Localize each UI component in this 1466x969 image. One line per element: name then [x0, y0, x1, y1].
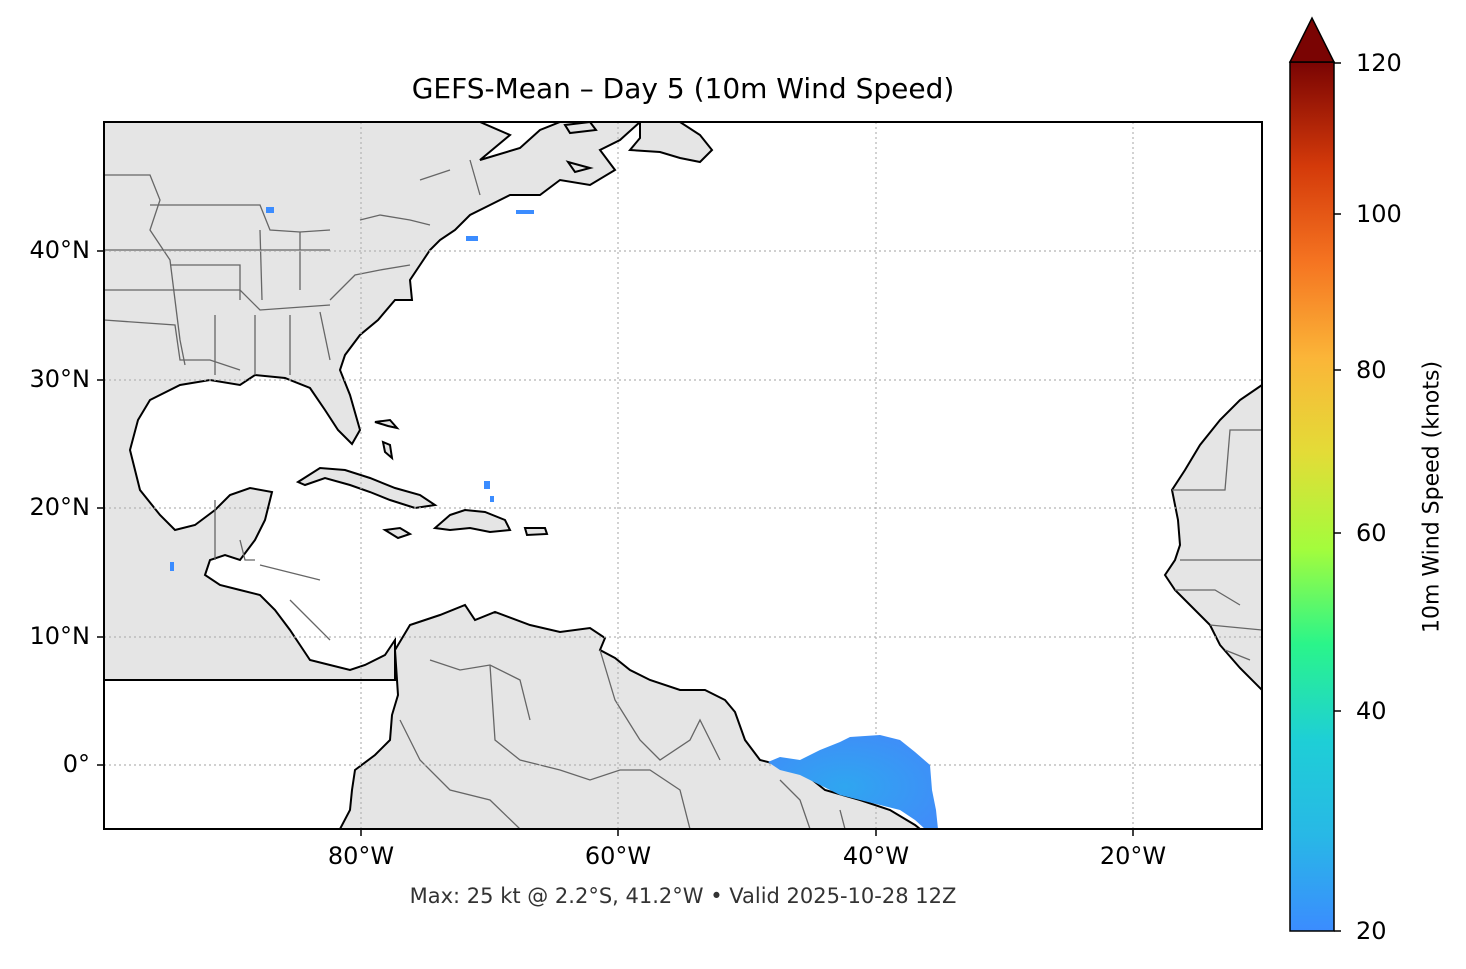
colorbar-tick-label: 100: [1356, 200, 1402, 228]
wind-speck-lake-michigan: [266, 207, 274, 213]
colorbar-gradient: [1289, 61, 1335, 932]
colorbar-tick-label: 120: [1356, 49, 1402, 77]
hispaniola-island: [432, 508, 512, 534]
lon-tick-label: 20°W: [1099, 842, 1167, 870]
jamaica-island: [382, 526, 413, 540]
lon-tick-label: 80°W: [327, 842, 395, 870]
max-wind-footer: Max: 25 kt @ 2.2°S, 41.2°W • Valid 2025-…: [409, 884, 957, 908]
newfoundland-island: [627, 122, 714, 164]
wind-speck-gulf-of-maine: [516, 210, 534, 214]
colorbar-extend-arrow: [1288, 16, 1336, 63]
colorbar-tick-label: 60: [1356, 519, 1387, 547]
colorbar-tick-label: 80: [1356, 356, 1387, 384]
wind-speck-long-island: [466, 236, 478, 241]
wind-speck-caribbean: [484, 481, 490, 489]
gridlines: [104, 122, 1262, 829]
lat-tick-label: 0°: [62, 750, 90, 778]
lon-tick-label: 40°W: [842, 842, 910, 870]
colorbar-tick-label: 40: [1356, 697, 1387, 725]
axis-tick-marks: [97, 250, 1134, 836]
wind-speck-pacific: [170, 562, 174, 571]
lat-tick-label: 30°N: [29, 365, 91, 393]
colorbar-label: 10m Wind Speed (knots): [1419, 360, 1445, 634]
lat-tick-label: 20°N: [29, 493, 91, 521]
lat-tick-label: 40°N: [29, 236, 91, 264]
colorbar-tick-label: 20: [1356, 917, 1387, 945]
chart-title: GEFS-Mean – Day 5 (10m Wind Speed): [411, 72, 955, 105]
lon-tick-label: 60°W: [584, 842, 652, 870]
map-frame: [103, 121, 1263, 830]
colorbar-tick-marks: [1334, 62, 1341, 932]
south-america-landmass: [338, 603, 922, 829]
puerto-rico-island: [523, 527, 549, 537]
political-borders: [104, 159, 1262, 829]
wind-speck-caribbean-2: [490, 496, 494, 502]
cuba-island: [295, 466, 438, 510]
lat-tick-label: 10°N: [29, 622, 91, 650]
bahamas-islands: [374, 418, 400, 461]
equatorial-atlantic-wind-patch: [768, 735, 938, 829]
africa-landmass: [1163, 383, 1262, 692]
